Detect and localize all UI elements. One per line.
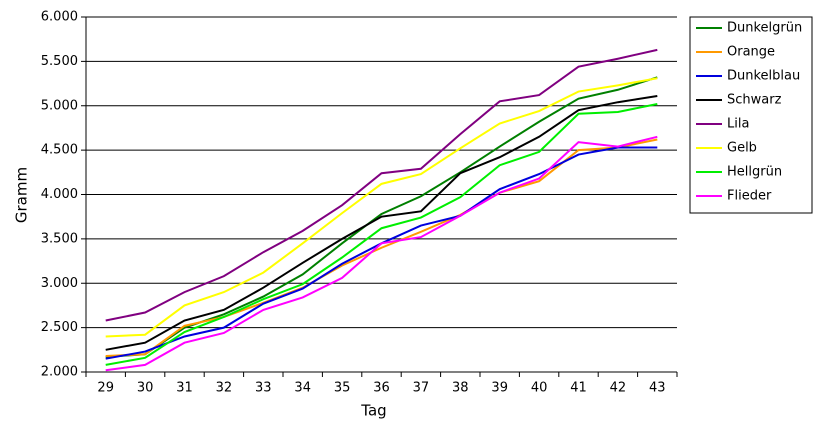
- x-tick-label: 33: [255, 381, 272, 396]
- y-tick-label: 3.500: [41, 231, 78, 246]
- series-line: [105, 102, 658, 366]
- x-tick-label: 42: [610, 381, 627, 396]
- x-tick-label: 34: [294, 381, 311, 396]
- legend-box: [689, 16, 813, 214]
- x-tick-label: 32: [216, 381, 233, 396]
- x-tick-label: 36: [373, 381, 390, 396]
- series-line: [105, 48, 658, 322]
- x-tick-label: 37: [413, 381, 430, 396]
- series-line: [105, 77, 658, 338]
- x-tick-label: 35: [334, 381, 351, 396]
- legend-label: Hellgrün: [727, 165, 782, 180]
- x-tick-label: 41: [570, 381, 587, 396]
- series-line: [105, 94, 658, 351]
- x-axis-title: Tag: [360, 402, 386, 420]
- y-tick-label: 5.000: [41, 98, 78, 113]
- y-tick-label: 4.500: [41, 143, 78, 158]
- x-tick-label: 40: [531, 381, 548, 396]
- x-tick-label: 39: [491, 381, 508, 396]
- x-tick-label: 30: [137, 381, 154, 396]
- x-tick-label: 29: [97, 381, 114, 396]
- y-axis-title: Gramm: [13, 167, 31, 223]
- y-tick-label: 2.000: [41, 365, 78, 380]
- legend-label: Dunkelgrün: [727, 21, 802, 36]
- legend-label: Gelb: [727, 141, 757, 156]
- legend-label: Orange: [727, 45, 775, 60]
- y-tick-label: 4.000: [41, 187, 78, 202]
- y-tick-label: 5.500: [41, 54, 78, 69]
- legend-label: Flieder: [727, 189, 772, 204]
- x-tick-label: 43: [649, 381, 666, 396]
- y-tick-label: 6.000: [41, 10, 78, 25]
- y-tick-label: 3.000: [41, 276, 78, 291]
- series-line: [105, 135, 658, 372]
- x-tick-label: 38: [452, 381, 469, 396]
- legend-label: Lila: [727, 117, 749, 132]
- x-tick-label: 31: [176, 381, 193, 396]
- legend-label: Schwarz: [727, 93, 782, 108]
- legend-label: Dunkelblau: [727, 69, 800, 84]
- y-tick-label: 2.500: [41, 320, 78, 335]
